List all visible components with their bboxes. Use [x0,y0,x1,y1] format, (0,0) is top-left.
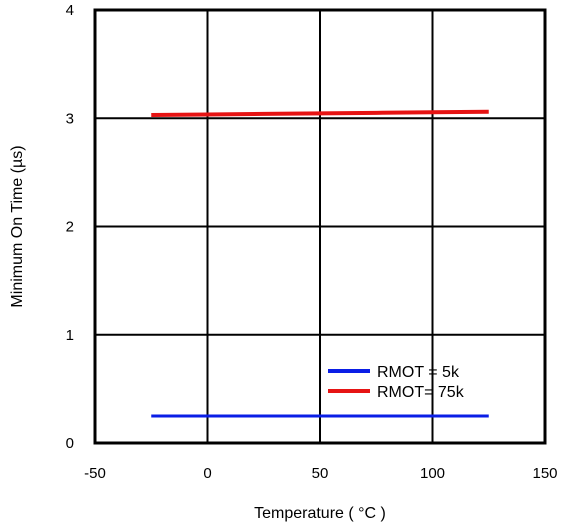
x-tick-label: 150 [532,465,557,482]
x-tick-label: 0 [203,465,211,482]
y-tick-label: 1 [66,327,74,344]
x-tick-label: 50 [312,465,329,482]
y-tick-label: 2 [66,219,74,236]
plot-frame [93,8,547,445]
x-tick-label: 100 [420,465,445,482]
legend: RMOT = 5k RMOT= 75k [328,364,465,401]
x-axis-label: Temperature ( °C ) [254,505,386,522]
y-tick-label: 0 [66,435,74,452]
grid-lines [95,10,545,443]
x-tick-labels: -50 0 50 100 150 [84,465,557,482]
y-tick-label: 3 [66,110,74,127]
series-line [151,109,489,118]
series-layer [151,109,489,418]
legend-label: RMOT= 75k [377,384,465,401]
x-tick-label: -50 [84,465,106,482]
y-tick-labels: 0 1 2 3 4 [66,2,74,452]
y-axis-label: Minimum On Time (µs) [9,145,26,307]
legend-label: RMOT = 5k [377,364,460,381]
y-tick-label: 4 [66,2,74,19]
